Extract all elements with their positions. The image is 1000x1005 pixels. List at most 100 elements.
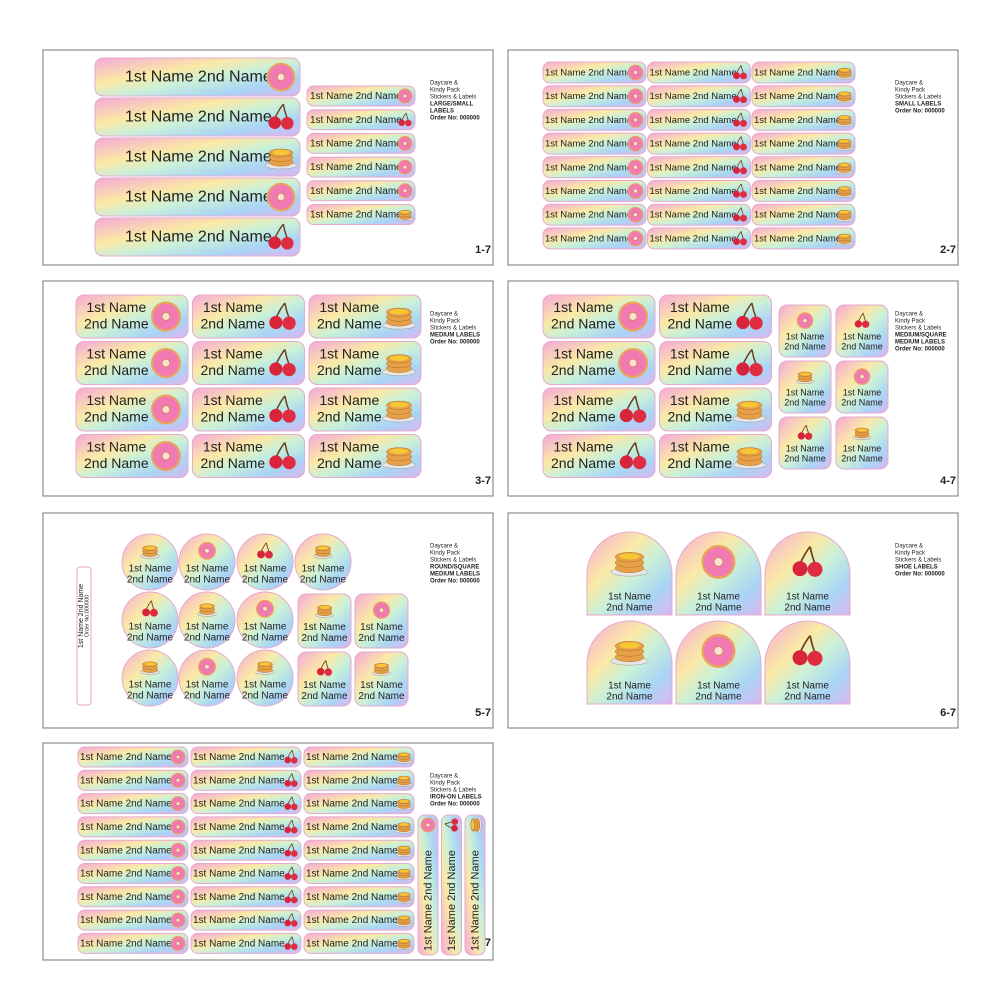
icon-cherry <box>854 312 870 328</box>
sticker: 1st Name 2nd Name <box>306 156 416 178</box>
sticker: 1st Name 2nd Name <box>190 839 302 861</box>
sticker-name: 1st Name <box>203 439 263 455</box>
sticker-name: 1st Name <box>670 439 730 455</box>
sticker-name: 1st Name <box>203 346 263 362</box>
icon-pancake <box>732 447 767 469</box>
sticker-name: 1st Name <box>303 622 346 633</box>
sticker-name: 2nd Name <box>317 408 382 424</box>
cherry-left <box>257 550 265 559</box>
icon-donut <box>151 348 181 378</box>
syrup <box>619 642 640 649</box>
sticker-name: 1st Name <box>129 563 172 574</box>
sticker-bg <box>190 816 302 838</box>
sticker-name: 2nd Name <box>668 315 733 331</box>
sticker: 1st Name 2nd Name <box>542 227 647 250</box>
icon-pancake <box>732 400 767 423</box>
sticker-name: 1st Name 2nd Name <box>80 845 172 856</box>
sticker: 1st Name 2nd Name <box>94 97 301 137</box>
syrup <box>390 309 408 315</box>
sticker-name: 2nd Name <box>668 362 733 378</box>
sticker-bg <box>647 203 751 226</box>
sticker-name: 1st Name <box>553 299 613 315</box>
sticker-name: 1st Name 2nd Name <box>306 752 398 763</box>
donut-hole <box>175 871 181 876</box>
sheet-info: Daycare & <box>895 544 923 550</box>
sticker-name: 1st Name <box>303 680 346 691</box>
cherry-right <box>281 237 294 250</box>
icon-cherry <box>733 183 747 198</box>
donut-hole <box>425 822 431 828</box>
sticker-name: 1st Name <box>186 679 229 690</box>
icon-cherry <box>733 136 747 151</box>
cherry-left <box>284 849 292 857</box>
donut-hole <box>161 312 171 321</box>
cherry-right <box>740 167 747 175</box>
sticker: 1st Name 2nd Name <box>94 137 301 177</box>
sticker-name: 1st Name 2nd Name <box>80 822 172 833</box>
sticker-name: 1st Name <box>786 444 825 454</box>
sticker-bg <box>417 814 439 956</box>
cherry-right <box>291 850 298 857</box>
syrup <box>839 210 850 214</box>
donut-hole <box>633 188 638 194</box>
sticker-name: 1st Name 2nd Name <box>754 91 841 102</box>
sticker: 1st Name 2nd Name <box>751 180 856 202</box>
cherry-left <box>269 455 283 469</box>
icon-pancake <box>395 845 413 857</box>
syrup <box>399 939 409 943</box>
cherry-left <box>284 780 292 787</box>
icon-pancake <box>382 400 416 423</box>
sticker-name: 1st Name <box>360 680 403 691</box>
sticker-name: 2nd Name <box>668 408 733 424</box>
cherry-right <box>451 818 459 825</box>
sticker-name: 2nd Name <box>358 691 405 702</box>
donut-hole <box>175 917 181 923</box>
sticker-bg <box>835 416 889 470</box>
sticker-bg <box>835 360 889 414</box>
cherry-right <box>281 117 294 130</box>
sheet-info: Order No: 000000 <box>895 572 945 578</box>
donut-hole <box>378 607 385 613</box>
icon-pancake <box>396 210 414 222</box>
sticker-name: 2nd Name <box>84 362 149 378</box>
sticker-name: 1st Name <box>843 444 882 454</box>
sticker: 1st Name 2nd Name <box>190 863 302 884</box>
sticker-bg <box>542 108 647 131</box>
icon-pancake <box>835 91 854 104</box>
donut-hole <box>713 557 724 567</box>
icon-cherry <box>398 112 412 127</box>
sticker: 1st Name 2nd Name <box>751 156 856 179</box>
icon-donut <box>627 183 644 199</box>
sticker-name: 1st Name <box>86 439 146 455</box>
sticker-bg <box>236 591 294 649</box>
sticker-bg <box>303 932 415 954</box>
sticker-bg <box>441 814 462 956</box>
syrup <box>399 869 409 873</box>
sticker: 1st Name 2nd Name <box>647 156 751 179</box>
sticker-bg <box>647 85 751 108</box>
donut-hole <box>633 70 638 75</box>
sticker-name: 2nd Name <box>242 574 289 585</box>
sticker: 1st Name 2nd Name <box>77 816 189 838</box>
icon-cherry <box>284 936 298 950</box>
cherry-right <box>282 316 296 330</box>
icon-cherry <box>284 889 298 904</box>
sticker-name: 1st Name 2nd Name <box>193 775 285 786</box>
sticker-bg <box>121 649 179 707</box>
sticker-name: 2nd Name <box>317 315 382 331</box>
sticker: 1st Name 2nd Name <box>306 204 416 225</box>
icon-cherry <box>284 796 298 811</box>
sticker-bg <box>647 61 751 84</box>
sticker-name: 2nd Name <box>317 362 382 378</box>
sticker: 1st Name 2nd Name <box>303 932 415 954</box>
sticker-name: 1st Name 2nd Name <box>306 775 398 786</box>
sticker-name: 1st Name 2nd Name <box>306 845 398 856</box>
